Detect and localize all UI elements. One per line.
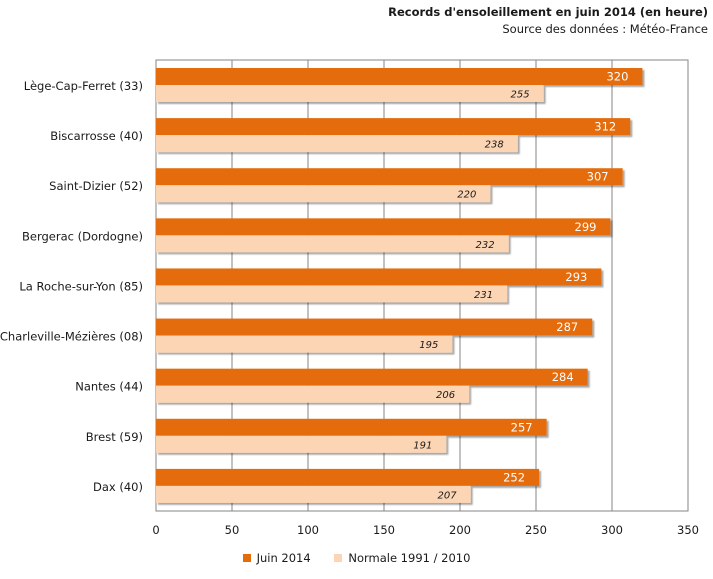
x-tick-label: 200	[449, 523, 471, 537]
data-label-dax-40-normale: 207	[438, 490, 458, 501]
legend-label-normale: Normale 1991 / 2010	[348, 551, 471, 565]
x-tick-label: 250	[525, 523, 547, 537]
bar-nantes-44-normale	[156, 385, 470, 403]
category-labels: Lège-Cap-Ferret (33) Biscarrosse (40) Sain…	[0, 79, 143, 494]
x-tick-label: 50	[225, 523, 240, 537]
bar-la-roche-sur-yon-85-juin-2014	[156, 268, 602, 286]
data-label-charleville-mezieres-08-juin-2014: 287	[556, 320, 578, 334]
bar-bergerac-dordogne-normale	[156, 235, 509, 253]
bar-lege-cap-ferret-33-normale	[156, 85, 544, 102]
category-label-saint-dizier-52: Saint-Dizier (52)	[49, 179, 143, 193]
legend-label-juin-2014: Juin 2014	[256, 551, 311, 565]
data-label-biscarrosse-40-normale: 238	[485, 140, 504, 151]
data-label-saint-dizier-52-juin-2014: 307	[587, 170, 609, 184]
data-label-la-roche-sur-yon-85-normale: 231	[474, 290, 493, 301]
category-label-lege-cap-ferret-33: Lège-Cap-Ferret (33)	[24, 79, 143, 93]
bar-saint-dizier-52-juin-2014	[156, 168, 623, 186]
x-tick-label: 100	[297, 523, 319, 537]
bar-brest-59-juin-2014	[156, 418, 547, 436]
bar-saint-dizier-52-normale	[156, 185, 491, 203]
data-label-brest-59-normale: 191	[413, 440, 432, 451]
category-label-la-roche-sur-yon-85: La Roche-sur-Yon (85)	[19, 279, 143, 293]
data-label-lege-cap-ferret-33-juin-2014: 320	[606, 70, 628, 84]
bar-biscarrosse-40-normale	[156, 135, 518, 153]
data-label-nantes-44-normale: 206	[436, 390, 455, 401]
legend-item-normale: Normale 1991 / 2010	[334, 551, 470, 565]
bar-dax-40-normale	[156, 485, 471, 503]
bar-brest-59-normale	[156, 435, 447, 453]
chart-subtitle: Source des données : Météo-France	[502, 22, 708, 36]
category-label-brest-59: Brest (59)	[86, 430, 143, 444]
data-label-bergerac-dordogne-normale: 232	[476, 240, 495, 251]
data-label-charleville-mezieres-08-normale: 195	[419, 340, 438, 351]
data-label-nantes-44-juin-2014: 284	[552, 370, 574, 384]
x-tick-label: 150	[373, 523, 395, 537]
data-label-biscarrosse-40-juin-2014: 312	[594, 120, 616, 134]
bar-charleville-mezieres-08-juin-2014	[156, 318, 593, 336]
legend-item-juin-2014: Juin 2014	[242, 551, 311, 565]
x-tick-label: 350	[677, 523, 699, 537]
category-label-nantes-44: Nantes (44)	[75, 380, 143, 394]
category-label-biscarrosse-40: Biscarrosse (40)	[50, 129, 143, 143]
bar-dax-40-juin-2014	[156, 468, 540, 486]
category-label-bergerac-dordogne: Bergerac (Dordogne)	[22, 229, 143, 243]
bar-la-roche-sur-yon-85-normale	[156, 285, 508, 303]
x-axis-tick-labels: 0 50 100 150 200 250 300 350	[152, 523, 699, 537]
data-label-dax-40-juin-2014: 252	[503, 470, 525, 484]
data-label-brest-59-juin-2014: 257	[511, 420, 533, 434]
data-label-lege-cap-ferret-33-normale: 255	[511, 90, 530, 101]
legend: Juin 2014 Normale 1991 / 2010	[0, 551, 713, 565]
category-label-charleville-mezieres-08: Charleville-Mézières (08)	[0, 330, 143, 344]
bar-biscarrosse-40-juin-2014	[156, 118, 631, 136]
legend-swatch-normale	[334, 553, 343, 562]
x-tick-label: 300	[601, 523, 623, 537]
data-label-bergerac-dordogne-juin-2014: 299	[575, 220, 597, 234]
data-label-saint-dizier-52-normale: 220	[457, 190, 476, 201]
legend-swatch-juin-2014	[242, 553, 251, 562]
bars: 320 255 312 238 307 220 299 232 293 231 287 195 284 2…	[156, 68, 643, 503]
category-label-dax-40: Dax (40)	[93, 480, 143, 494]
data-label-la-roche-sur-yon-85-juin-2014: 293	[565, 270, 587, 284]
chart-title: Records d'ensoleillement en juin 2014 (e…	[388, 5, 708, 19]
bar-bergerac-dordogne-juin-2014	[156, 218, 611, 236]
bar-lege-cap-ferret-33-juin-2014	[156, 68, 643, 85]
bar-nantes-44-juin-2014	[156, 368, 588, 386]
x-tick-label: 0	[152, 523, 159, 537]
bar-charleville-mezieres-08-normale	[156, 335, 453, 353]
